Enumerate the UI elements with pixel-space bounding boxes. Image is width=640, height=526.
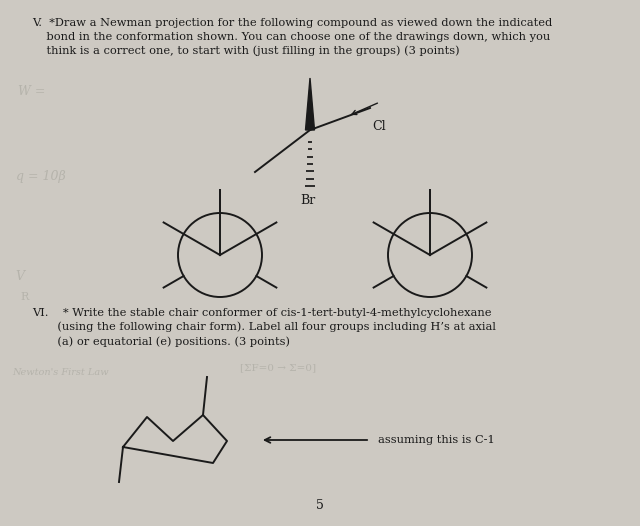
Text: [ΣF=0 → Σ=0]: [ΣF=0 → Σ=0] [240,363,316,372]
Text: V: V [15,270,24,283]
Text: V.  *Draw a Newman projection for the following compound as viewed down the indi: V. *Draw a Newman projection for the fol… [32,18,552,56]
Text: Br: Br [300,194,316,207]
Text: VI.    * Write the stable chair conformer of cis-1-tert-butyl-4-methylcyclohexan: VI. * Write the stable chair conformer o… [32,308,496,347]
Polygon shape [305,78,314,130]
Text: 5: 5 [316,499,324,512]
Text: Cl: Cl [372,120,386,133]
Text: q = 10β: q = 10β [16,170,66,183]
Text: assuming this is C-1: assuming this is C-1 [378,435,495,445]
Text: Newton's First Law: Newton's First Law [12,368,109,377]
Text: W =: W = [18,85,45,98]
Text: R: R [20,292,28,302]
